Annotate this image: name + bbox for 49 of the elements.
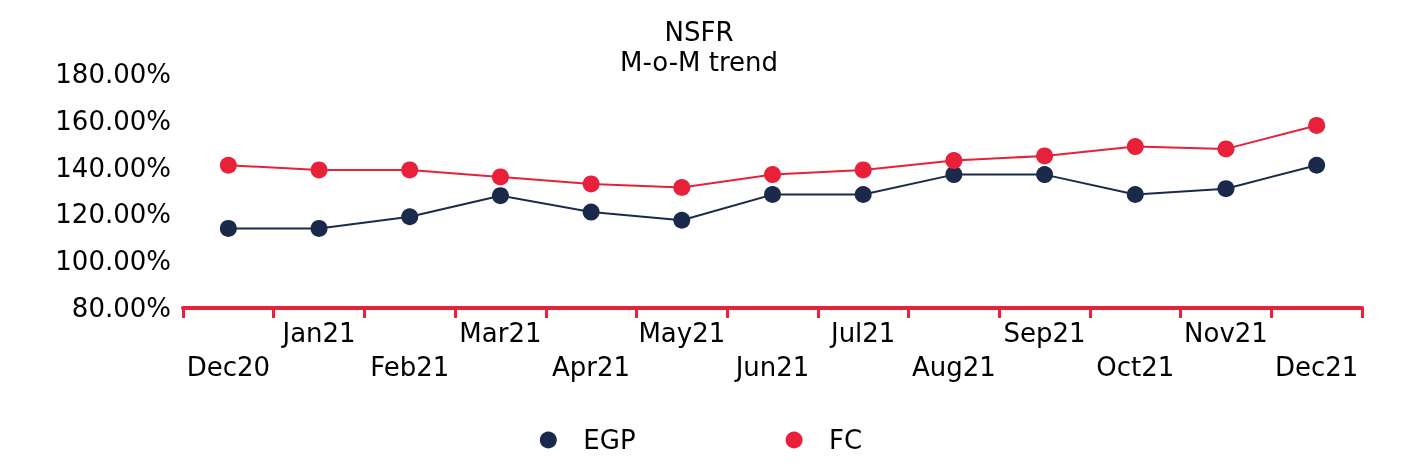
legend-label: FC: [829, 425, 863, 455]
point: [1217, 140, 1235, 158]
x-tick-label: Jun21: [733, 352, 810, 382]
x-tick-label: Feb21: [370, 352, 450, 382]
point: [219, 156, 237, 174]
x-tick-label: Oct21: [1096, 352, 1175, 382]
x-tick-label: Dec21: [1274, 352, 1359, 382]
x-tick-label: Mar21: [459, 318, 542, 348]
point: [764, 166, 781, 184]
point: [945, 166, 963, 184]
x-tick-label: Apr21: [552, 352, 631, 382]
point: [673, 178, 691, 196]
point: [854, 161, 872, 179]
point: [310, 161, 328, 179]
point: [1217, 180, 1235, 198]
x-tick-label: Nov21: [1184, 318, 1268, 348]
y-tick-label: 160.00%: [55, 105, 171, 136]
y-tick-label: 120.00%: [55, 199, 171, 230]
point: [491, 168, 509, 186]
point: [401, 161, 419, 179]
point: [1036, 147, 1054, 165]
chart-subtitle: M-o-M trend: [619, 47, 779, 77]
x-tick-label: Sep21: [1003, 318, 1086, 348]
point: [310, 219, 328, 237]
point: [854, 186, 872, 204]
y-tick-label: 100.00%: [55, 246, 171, 277]
x-tick-label: Jul21: [828, 318, 896, 348]
point: [764, 186, 781, 204]
y-tick-label: 180.00%: [55, 59, 171, 89]
point: [1126, 186, 1144, 204]
point: [401, 208, 419, 226]
point: [219, 219, 237, 237]
point: [1308, 156, 1326, 174]
chart-title: NSFR: [664, 17, 734, 47]
point: [1036, 166, 1054, 184]
x-tick-label: May21: [638, 318, 726, 348]
point: [673, 211, 691, 229]
x-tick-label: Jan21: [280, 318, 356, 348]
point: [1126, 138, 1144, 156]
point: [491, 187, 509, 205]
point: [945, 152, 963, 170]
x-tick-label: Aug21: [911, 352, 996, 382]
legend-label: EGP: [583, 425, 636, 455]
x-tick-label: Dec20: [186, 352, 271, 382]
point: [582, 203, 600, 221]
y-tick-label: 80.00%: [71, 293, 171, 323]
point: [582, 175, 600, 193]
point: [1308, 116, 1326, 134]
y-tick-label: 140.00%: [55, 152, 171, 183]
